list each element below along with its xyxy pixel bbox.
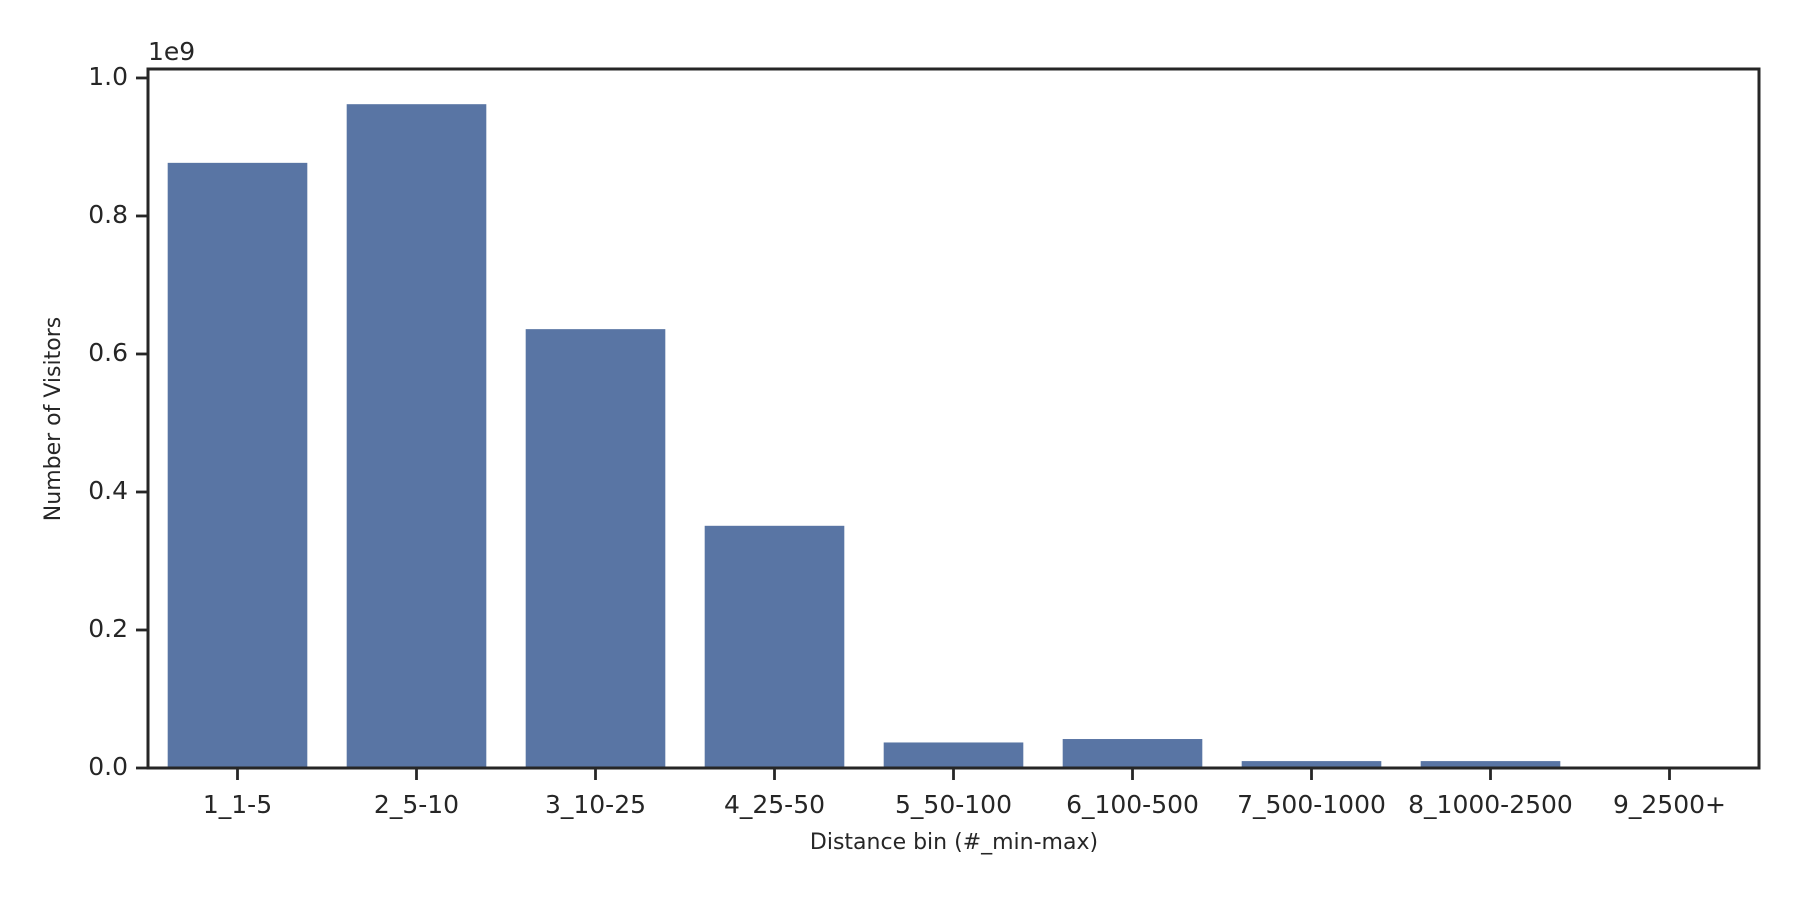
y-tick-label: 1.0 xyxy=(88,62,128,91)
x-tick-label: 7_500-1000 xyxy=(1237,790,1386,819)
x-tick-label: 9_2500+ xyxy=(1613,790,1726,819)
x-tick-label: 4_25-50 xyxy=(724,790,825,819)
bar xyxy=(883,742,1024,768)
y-tick-label: 0.8 xyxy=(88,200,128,229)
y-offset-label: 1e9 xyxy=(148,37,195,66)
y-tick-label: 0.6 xyxy=(88,338,128,367)
bar xyxy=(1420,761,1561,768)
x-tick-label: 2_5-10 xyxy=(374,790,459,819)
bar xyxy=(1062,739,1203,768)
x-axis-label: Distance bin (#_min-max) xyxy=(810,830,1098,855)
x-tick-label: 5_50-100 xyxy=(895,790,1012,819)
x-tick-label: 1_1-5 xyxy=(203,790,272,819)
x-tick-label: 8_1000-2500 xyxy=(1408,790,1573,819)
bar xyxy=(346,104,487,768)
bar xyxy=(704,525,845,768)
plot-frame xyxy=(146,67,1761,770)
x-tick-label: 3_10-25 xyxy=(545,790,646,819)
bar xyxy=(1241,761,1382,768)
y-tick-label: 0.0 xyxy=(88,752,128,781)
y-axis-label: Number of Visitors xyxy=(41,317,66,521)
y-tick-label: 0.4 xyxy=(88,476,128,505)
bar xyxy=(167,162,308,769)
y-tick-label: 0.2 xyxy=(88,614,128,643)
bar xyxy=(525,329,666,768)
x-tick-label: 6_100-500 xyxy=(1066,790,1199,819)
